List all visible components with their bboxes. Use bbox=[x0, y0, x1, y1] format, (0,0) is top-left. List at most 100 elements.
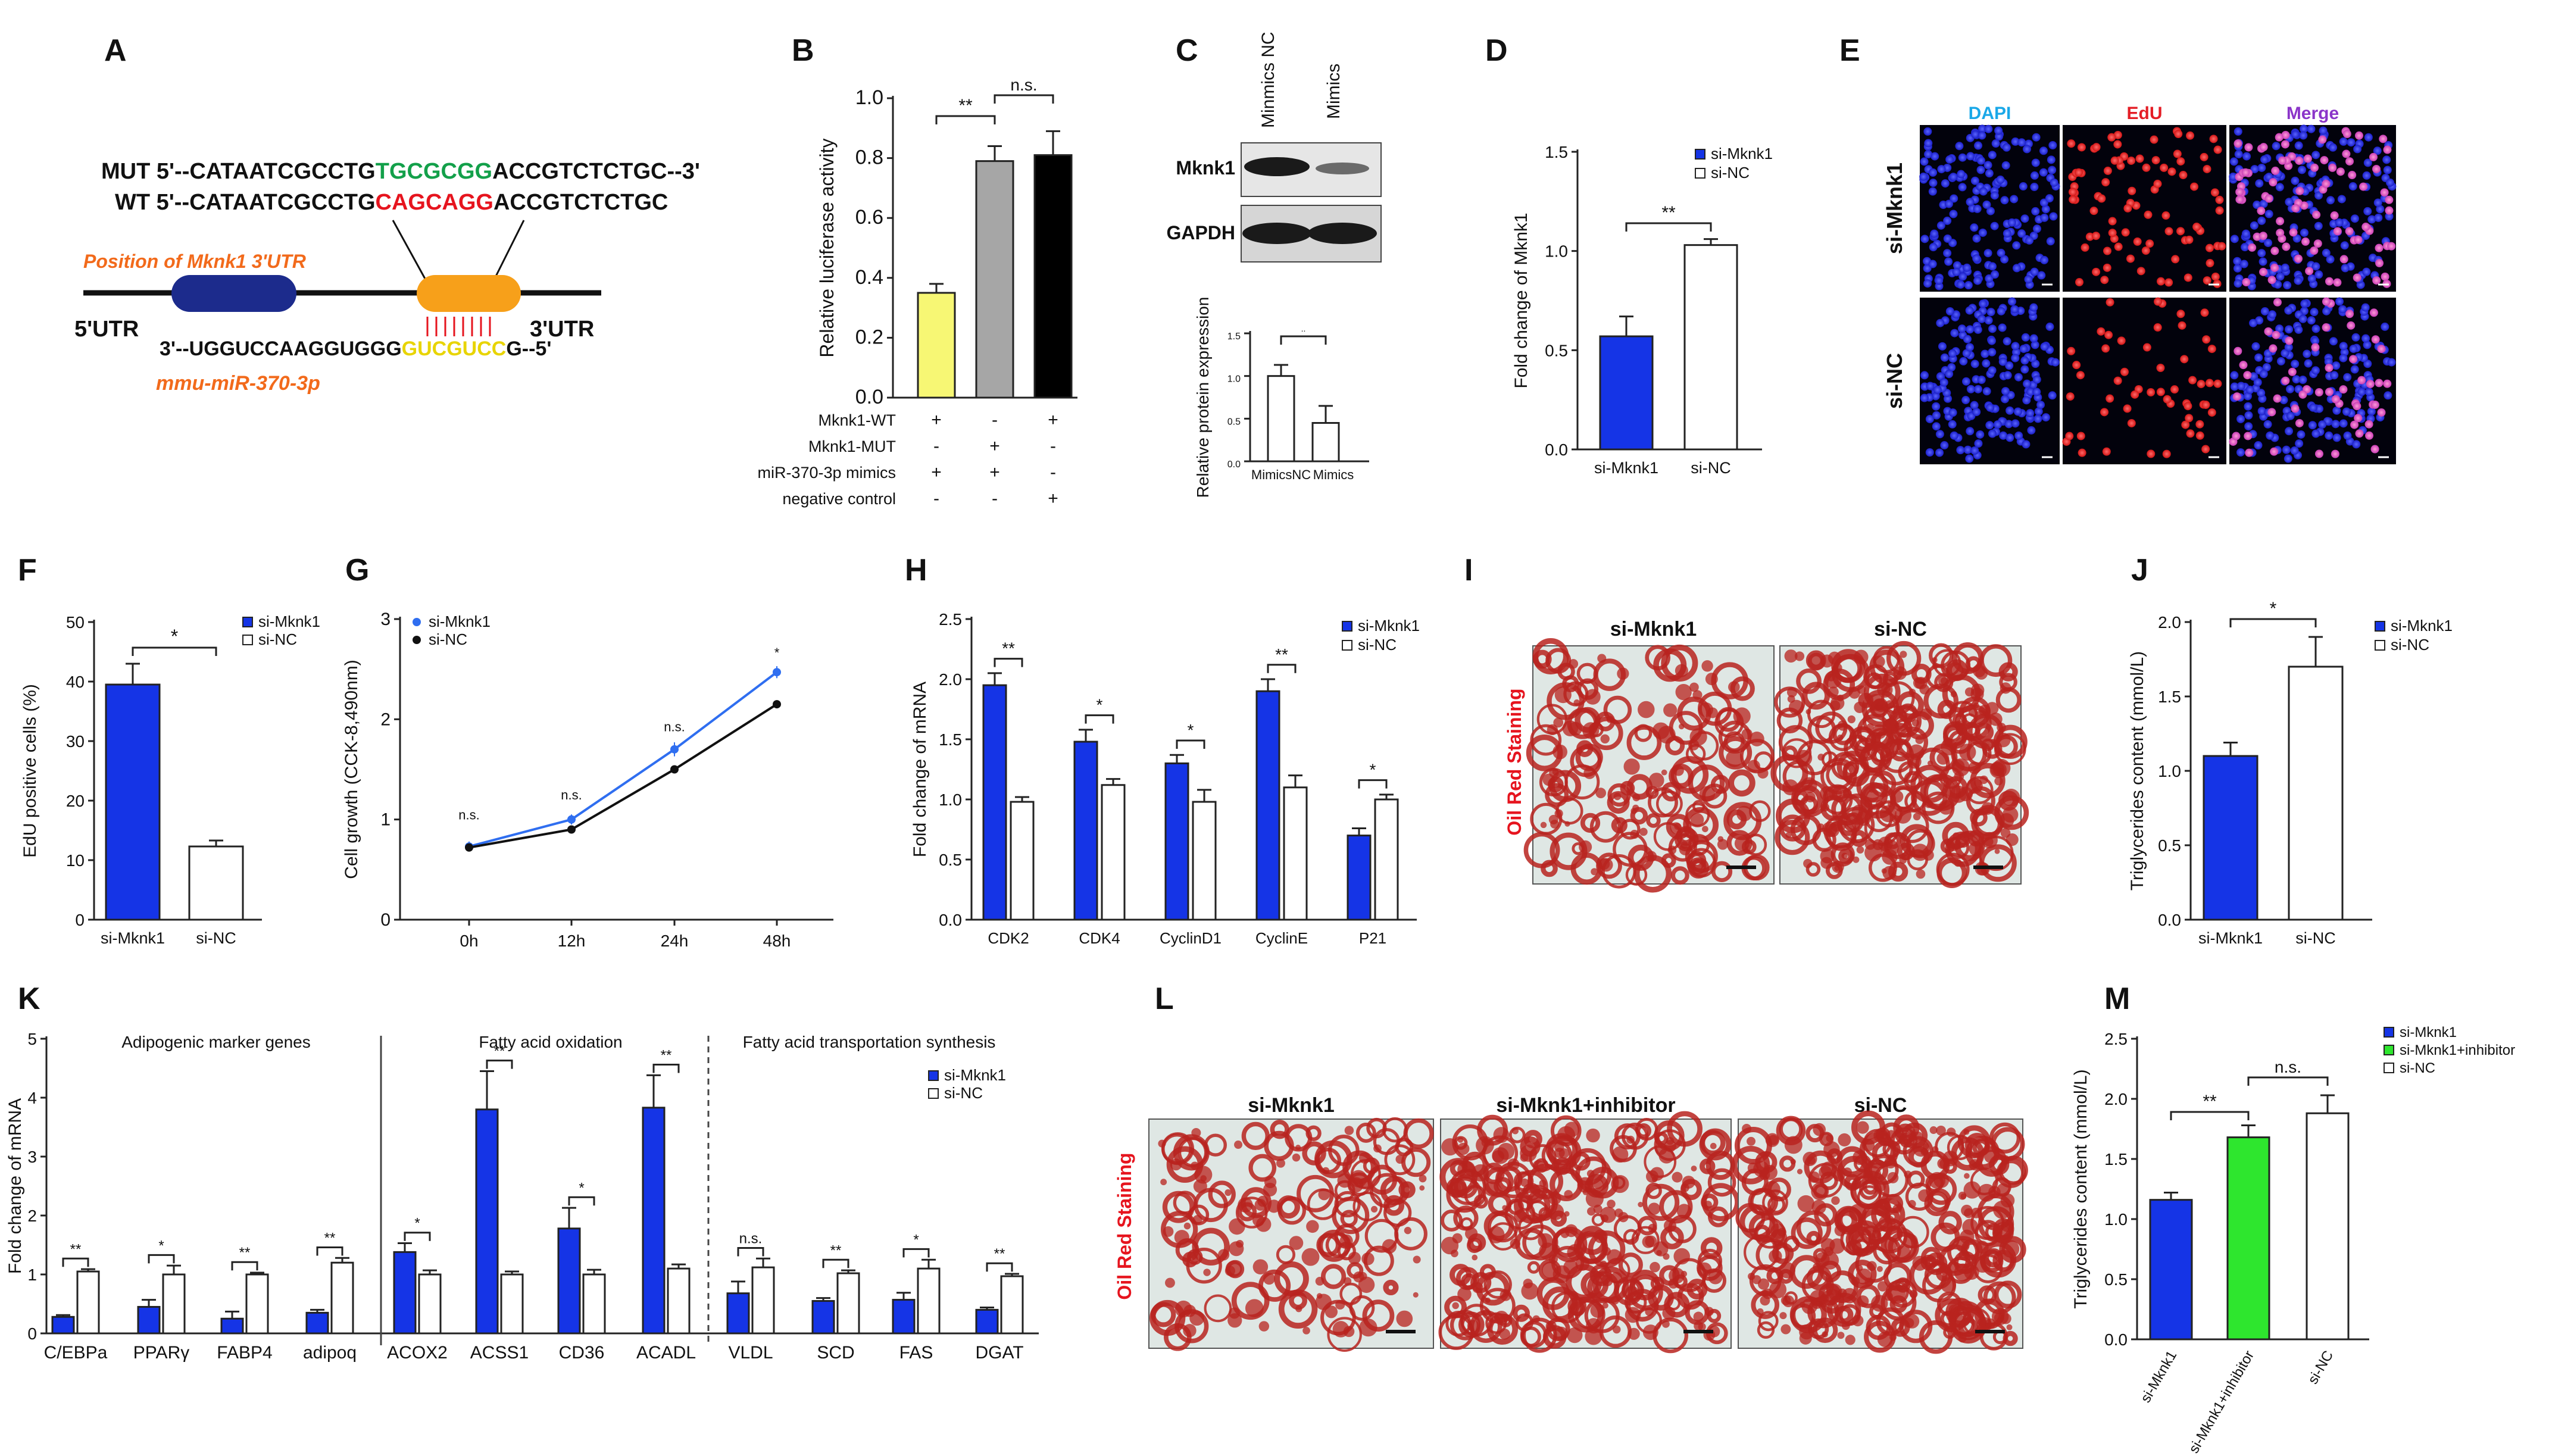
lipid-droplet-ring bbox=[1880, 1227, 1917, 1264]
nucleus bbox=[2303, 349, 2311, 358]
nucleus bbox=[2253, 378, 2262, 387]
lipid-droplet bbox=[1752, 1275, 1761, 1285]
lipid-droplet bbox=[1492, 1147, 1509, 1164]
edu-positive-cell bbox=[2192, 223, 2201, 232]
lipid-droplet-ring bbox=[1289, 1291, 1307, 1310]
nucleus bbox=[2342, 407, 2351, 416]
nucleus bbox=[2234, 127, 2242, 136]
nc-bar bbox=[245, 1273, 269, 1335]
nucleus bbox=[2010, 305, 2019, 314]
panel-letter-j: J bbox=[2131, 553, 2148, 588]
edu-positive-cell bbox=[2213, 379, 2222, 388]
nucleus bbox=[2335, 297, 2344, 306]
y-tick-label: 40 bbox=[66, 673, 85, 691]
edu-positive-cell bbox=[2101, 178, 2110, 187]
nucleus bbox=[2257, 249, 2266, 258]
edu-positive-cell bbox=[2106, 298, 2114, 307]
edu-positive-cell bbox=[2135, 154, 2144, 163]
edu-positive-cell bbox=[2264, 194, 2273, 203]
lipid-droplet bbox=[1946, 837, 1961, 851]
mknk1-bar bbox=[1255, 690, 1280, 921]
lipid-droplet bbox=[1702, 826, 1708, 833]
edu-positive-cell bbox=[2257, 207, 2266, 215]
x-tick-label: DGAT bbox=[975, 1343, 1023, 1363]
nucleus bbox=[2001, 395, 2010, 404]
legend-label: si-NC bbox=[2400, 1060, 2435, 1076]
edu-positive-cell bbox=[2385, 195, 2394, 204]
nucleus bbox=[1933, 385, 1942, 394]
nucleus bbox=[2263, 420, 2272, 429]
nucleus bbox=[2298, 314, 2307, 323]
nucleus bbox=[1929, 179, 1938, 188]
nucleus bbox=[1988, 262, 1997, 271]
significance-label: n.s. bbox=[664, 720, 685, 735]
edu-positive-cell bbox=[2354, 131, 2363, 140]
nucleus bbox=[2257, 216, 2266, 225]
y-tick-label: 0 bbox=[380, 910, 391, 930]
legend-label: si-NC bbox=[1358, 636, 1397, 654]
lipid-droplet bbox=[1670, 822, 1682, 834]
lipid-droplet bbox=[1550, 820, 1559, 829]
panel-l-oil-red: Oil Red Staining si-Mknk1 si-Mknk1+inhibit… bbox=[1114, 1094, 2028, 1354]
nucleus bbox=[2300, 299, 2309, 308]
edu-positive-cell bbox=[2379, 135, 2388, 143]
panel-letter-k: K bbox=[18, 982, 40, 1016]
lipid-droplet-ring bbox=[1274, 1261, 1309, 1296]
callout-line-left bbox=[392, 220, 427, 280]
nucleus bbox=[2001, 161, 2010, 170]
lipid-droplet-ring bbox=[1775, 820, 1810, 855]
edu-positive-cell bbox=[2097, 194, 2106, 203]
y-tick-label: 2 bbox=[27, 1207, 37, 1225]
significance-label: ** bbox=[1002, 639, 1015, 658]
y-axis-label: Fold change of mRNA bbox=[910, 682, 930, 857]
significance-label: * bbox=[158, 1238, 164, 1254]
lipid-droplet bbox=[1642, 1235, 1655, 1248]
nucleus bbox=[2311, 366, 2320, 375]
nucleus bbox=[2363, 158, 2372, 167]
lipid-droplet-ring bbox=[1782, 745, 1798, 761]
nucleus bbox=[2339, 137, 2348, 146]
nucleus bbox=[2311, 429, 2320, 438]
edu-positive-cell bbox=[2301, 237, 2310, 246]
edu-positive-cell bbox=[2067, 346, 2076, 355]
nucleus bbox=[1964, 281, 1973, 290]
significance-label: .. bbox=[1301, 324, 1306, 333]
lipid-droplet bbox=[1968, 761, 1981, 774]
lipid-droplet-ring bbox=[1881, 681, 1915, 715]
nucleus bbox=[2357, 388, 2366, 396]
edu-positive-cell bbox=[2285, 336, 2294, 345]
nucleus bbox=[2049, 212, 2058, 221]
lipid-droplet bbox=[1457, 1160, 1476, 1179]
lipid-droplet-ring bbox=[1666, 814, 1692, 839]
edu-positive-cell bbox=[2322, 323, 2331, 332]
edu-positive-cell bbox=[2103, 246, 2112, 255]
lipid-droplet bbox=[1983, 836, 1994, 846]
lipid-droplet-ring bbox=[1240, 1187, 1272, 1218]
edu-positive-cell bbox=[2345, 227, 2354, 236]
lipid-droplet bbox=[1325, 1305, 1338, 1318]
lipid-droplet bbox=[1315, 1293, 1332, 1310]
lipid-droplet-ring bbox=[1603, 695, 1632, 724]
edu-positive-cell bbox=[2072, 361, 2081, 370]
edu-positive-cell bbox=[2173, 149, 2182, 158]
lipid-droplet-ring bbox=[1623, 1229, 1639, 1245]
edu-positive-cell bbox=[2185, 235, 2194, 244]
nucleus bbox=[2017, 138, 2026, 147]
lipid-droplet bbox=[1343, 1326, 1355, 1338]
luciferase-bar bbox=[917, 292, 956, 399]
lipid-droplet-ring bbox=[1868, 1154, 1899, 1185]
lipid-droplet-ring bbox=[1644, 1145, 1677, 1178]
y-tick-label: 1.0 bbox=[1227, 374, 1241, 385]
lipid-droplet-ring bbox=[1477, 1114, 1508, 1146]
lipid-droplet bbox=[1192, 1215, 1202, 1225]
lipid-droplet-ring bbox=[1889, 705, 1922, 738]
edu-positive-cell bbox=[2325, 388, 2334, 396]
lipid-droplet bbox=[1916, 869, 1926, 879]
lipid-droplet bbox=[1292, 1153, 1301, 1162]
significance-label: n.s. bbox=[2275, 1058, 2301, 1076]
x-tick-label: adipoq bbox=[303, 1343, 357, 1363]
lipid-droplet-ring bbox=[1520, 1136, 1541, 1157]
lipid-droplet-ring bbox=[1907, 1170, 1925, 1189]
edu-positive-cell bbox=[2331, 449, 2339, 458]
lipid-droplet bbox=[1419, 1185, 1425, 1191]
